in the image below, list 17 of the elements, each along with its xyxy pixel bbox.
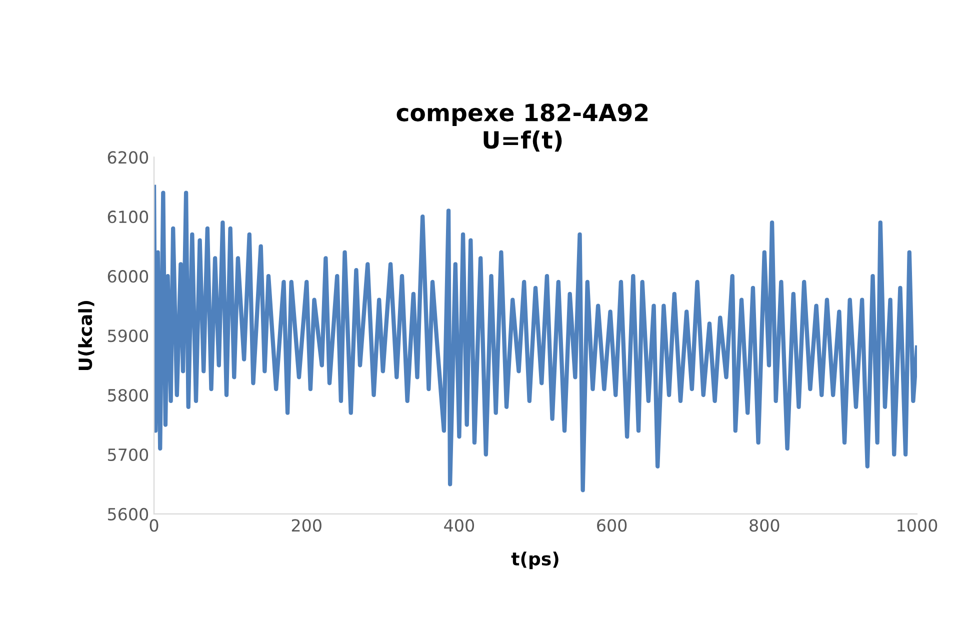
- y-tick-label: 6000: [108, 270, 148, 283]
- y-tick-label: 6200: [108, 151, 148, 164]
- x-tick-label: 600: [597, 519, 627, 532]
- x-axis-title: t(ps): [511, 552, 558, 570]
- x-tick-label: 1000: [898, 519, 938, 532]
- y-axis-title: U(kcal): [78, 300, 94, 370]
- x-tick-label: 400: [444, 519, 474, 532]
- x-tick-label: 800: [750, 519, 780, 532]
- y-tick-label: 5800: [108, 388, 148, 402]
- y-tick-label: 5600: [108, 508, 148, 521]
- y-tick-label: 6100: [108, 210, 148, 224]
- y-tick-label: 5900: [108, 330, 148, 342]
- x-tick-label: 200: [292, 519, 322, 532]
- chart-title: compexe 182-4A92 U=f(t): [396, 104, 648, 152]
- y-tick-label: 5700: [108, 448, 148, 462]
- line-series: [154, 184, 917, 492]
- x-tick-label: 0: [150, 519, 158, 532]
